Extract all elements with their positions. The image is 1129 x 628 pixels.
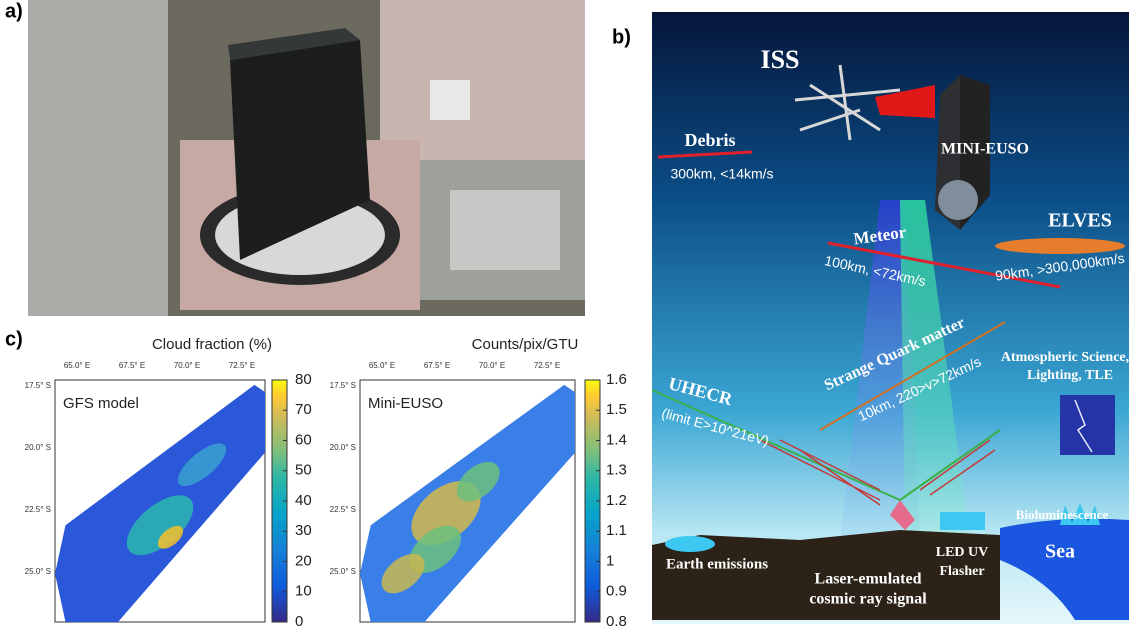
y-axis-label: 22.5° S bbox=[25, 505, 51, 514]
x-axis-label: 67.5° E bbox=[424, 361, 450, 370]
x-axis-label: 72.5° E bbox=[229, 361, 255, 370]
colorbar-title: Counts/pix/GTU bbox=[472, 336, 579, 353]
panel-label: c) bbox=[5, 328, 23, 350]
led-label: Flasher bbox=[939, 564, 984, 579]
colorbar-tick-label: 1.2 bbox=[606, 492, 627, 509]
y-axis-label: 25.0° S bbox=[25, 567, 51, 576]
colorbar-tick-label: 70 bbox=[295, 401, 312, 418]
colorbar-tick-label: 40 bbox=[295, 492, 312, 509]
colorbar-tick-label: 0 bbox=[295, 613, 303, 628]
iss-label: ISS bbox=[760, 45, 799, 74]
led-label: LED UV bbox=[936, 545, 989, 560]
colorbar-tick-label: 10 bbox=[295, 583, 312, 600]
y-axis-label: 17.5° S bbox=[25, 381, 51, 390]
colorbar-tick-label: 0.8 bbox=[606, 613, 627, 628]
colorbar-tick-label: 1.4 bbox=[606, 431, 627, 448]
colorbar-tick-label: 30 bbox=[295, 522, 312, 539]
debris-label: Debris bbox=[685, 130, 736, 150]
x-axis-label: 65.0° E bbox=[64, 361, 90, 370]
colorbar-tick-label: 1 bbox=[606, 552, 614, 569]
panel-label: a) bbox=[5, 0, 23, 22]
biolum-label: Bioluminescence bbox=[1016, 507, 1109, 522]
instrument-label: MINI-EUSO bbox=[941, 141, 1029, 158]
photo bbox=[28, 0, 585, 316]
panel-label: b) bbox=[612, 26, 631, 48]
colorbar-tick-label: 1.3 bbox=[606, 462, 627, 479]
diagram bbox=[652, 12, 1129, 624]
colorbar-title: Cloud fraction (%) bbox=[152, 336, 272, 353]
colorbar-tick-label: 1.1 bbox=[606, 522, 627, 539]
x-axis-label: 65.0° E bbox=[369, 361, 395, 370]
y-axis-label: 25.0° S bbox=[330, 567, 356, 576]
atmos-label: Lighting, TLE bbox=[1027, 368, 1113, 383]
colorbar-tick-label: 80 bbox=[295, 371, 312, 388]
y-axis-label: 20.0° S bbox=[330, 443, 356, 452]
earth-label: Earth emissions bbox=[666, 556, 768, 572]
elves-label: ELVES bbox=[1048, 210, 1112, 232]
x-axis-label: 70.0° E bbox=[479, 361, 505, 370]
figure: a) b) ISS Debris 300km, <14km/s MINI-EUS… bbox=[0, 0, 1129, 628]
colorbar-tick-label: 50 bbox=[295, 462, 312, 479]
x-axis-label: 70.0° E bbox=[174, 361, 200, 370]
y-axis-label: 20.0° S bbox=[25, 443, 51, 452]
map-name: GFS model bbox=[63, 395, 139, 412]
debris-info: 300km, <14km/s bbox=[670, 166, 773, 182]
y-axis-label: 17.5° S bbox=[330, 381, 356, 390]
y-axis-label: 22.5° S bbox=[330, 505, 356, 514]
laser-label: cosmic ray signal bbox=[809, 591, 927, 608]
x-axis-label: 67.5° E bbox=[119, 361, 145, 370]
sea-label: Sea bbox=[1045, 541, 1075, 563]
colorbar-tick-label: 60 bbox=[295, 431, 312, 448]
colorbar-tick-label: 1.6 bbox=[606, 371, 627, 388]
x-axis-label: 72.5° E bbox=[534, 361, 560, 370]
atmos-label: Atmospheric Science, bbox=[1001, 350, 1129, 365]
colorbar-tick-label: 1.5 bbox=[606, 401, 627, 418]
colorbar-tick-label: 0.9 bbox=[606, 583, 627, 600]
map-name: Mini-EUSO bbox=[368, 395, 443, 412]
colorbar-tick-label: 20 bbox=[295, 552, 312, 569]
laser-label: Laser-emulated bbox=[815, 571, 922, 588]
